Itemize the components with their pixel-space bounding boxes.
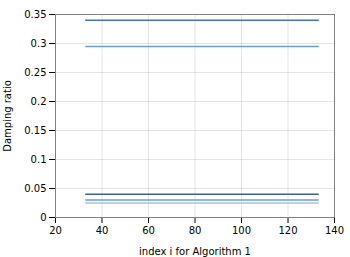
svg-text:140: 140	[325, 225, 344, 236]
svg-text:Damping ratio: Damping ratio	[2, 80, 13, 152]
svg-text:0.25: 0.25	[24, 67, 46, 78]
svg-text:100: 100	[232, 225, 251, 236]
svg-text:0.15: 0.15	[24, 125, 46, 136]
svg-text:120: 120	[278, 225, 297, 236]
svg-text:80: 80	[189, 225, 202, 236]
svg-text:0.1: 0.1	[31, 154, 47, 165]
svg-text:60: 60	[142, 225, 155, 236]
svg-text:0: 0	[40, 212, 46, 223]
svg-text:20: 20	[49, 225, 62, 236]
svg-text:0.3: 0.3	[31, 38, 47, 49]
svg-text:0.35: 0.35	[24, 9, 46, 20]
svg-text:0.2: 0.2	[31, 96, 47, 107]
svg-text:0.05: 0.05	[24, 183, 46, 194]
svg-text:index i for Algorithm 1: index i for Algorithm 1	[139, 246, 251, 257]
svg-text:40: 40	[96, 225, 109, 236]
